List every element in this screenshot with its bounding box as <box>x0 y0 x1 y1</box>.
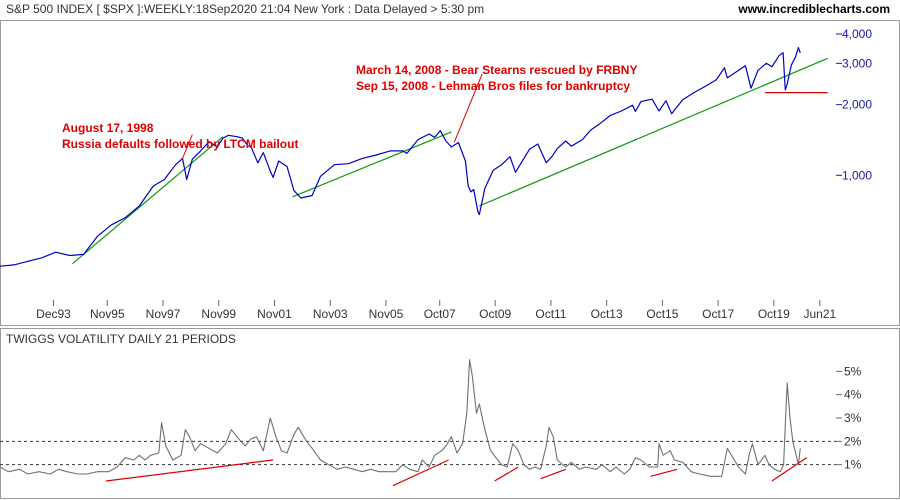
annotation-text: March 14, 2008 - Bear Stearns rescued by… <box>356 63 637 77</box>
volatility-panel-title: TWIGGS VOLATILITY DAILY 21 PERIODS <box>6 332 236 346</box>
vol-y-tick-label: 1% <box>844 458 862 472</box>
volatility-series-line <box>0 359 801 477</box>
vol-trendline <box>392 459 449 487</box>
annotation-text: August 17, 1998 <box>62 121 154 135</box>
y-tick-label: 2,000 <box>842 98 872 112</box>
x-tick-label: Oct19 <box>758 307 790 321</box>
vol-trendline <box>494 466 519 482</box>
vol-y-tick-label: 5% <box>844 364 862 378</box>
annotation-pointer <box>453 73 483 143</box>
x-tick-label: Nov99 <box>201 307 236 321</box>
vol-trendline <box>105 459 274 482</box>
x-tick-label: Nov03 <box>313 307 348 321</box>
x-tick-label: Jun21 <box>803 307 836 321</box>
x-tick-label: Nov95 <box>90 307 125 321</box>
annotation-pointer <box>182 134 193 159</box>
x-tick-label: Dec93 <box>36 307 71 321</box>
trendline <box>292 131 452 198</box>
volatility-panel-frame <box>0 328 900 499</box>
x-tick-label: Oct13 <box>591 307 623 321</box>
trendline <box>479 57 828 207</box>
x-tick-label: Oct17 <box>702 307 734 321</box>
annotation-text: Russia defaults followed by LTCM bailout <box>62 137 298 151</box>
vol-trendline <box>650 468 678 477</box>
y-tick-label: 4,000 <box>842 27 872 41</box>
y-tick-label: 3,000 <box>842 56 872 70</box>
vol-trendline <box>771 457 808 482</box>
trendline <box>72 136 224 265</box>
chart-header-title: S&P 500 INDEX [ $SPX ]:WEEKLY:18Sep2020 … <box>6 2 484 16</box>
vol-y-tick-label: 2% <box>844 434 862 448</box>
volatility-panel: 1% 2% 3% 4% 5% <box>0 328 900 499</box>
website-label: www.incrediblecharts.com <box>737 2 890 16</box>
x-tick-label: Oct11 <box>535 307 566 321</box>
vol-y-tick-label: 4% <box>844 388 862 402</box>
price-panel: Dec93 Nov95 Nov97 Nov99 Nov01 Nov03 Nov05 Oct07… <box>0 20 900 326</box>
y-tick-label: 1,000 <box>842 168 872 182</box>
annotation-text: Sep 15, 2008 - Lehman Bros files for ban… <box>356 79 630 93</box>
x-tick-label: Oct09 <box>479 307 511 321</box>
x-tick-label: Oct07 <box>424 307 456 321</box>
x-tick-label: Oct15 <box>646 307 678 321</box>
vol-trendline <box>540 468 566 480</box>
x-tick-label: Nov05 <box>369 307 404 321</box>
price-series-line <box>0 46 801 267</box>
x-tick-label: Nov97 <box>146 307 181 321</box>
vol-y-tick-label: 3% <box>844 411 862 425</box>
x-tick-label: Nov01 <box>257 307 292 321</box>
